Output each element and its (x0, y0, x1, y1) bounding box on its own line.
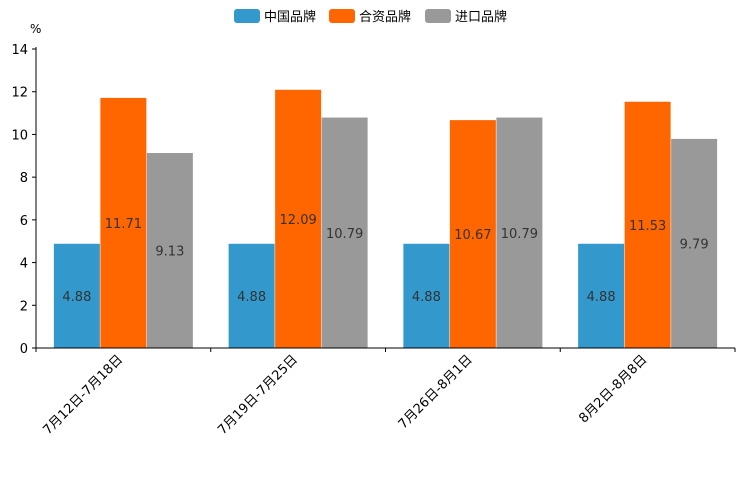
bar-2-0 (146, 153, 193, 348)
y-tick-label: 10 (11, 128, 28, 143)
y-axis-unit-label: % (30, 22, 41, 36)
data-label: 11.53 (629, 219, 666, 234)
legend-label-1: 合资品牌 (359, 9, 411, 25)
data-label: 10.67 (454, 228, 491, 243)
y-tick-label: 14 (11, 43, 28, 58)
y-tick-label: 0 (20, 342, 28, 357)
bar-2-2 (496, 117, 543, 348)
legend: 中国品牌 合资品牌 进口品牌 (234, 9, 507, 25)
bar-2-1 (321, 117, 368, 348)
x-tick-label: 8月2日-8月8日 (576, 352, 650, 426)
data-label: 9.13 (155, 245, 184, 260)
data-label: 4.88 (412, 290, 441, 305)
y-tick-label: 12 (11, 86, 28, 101)
y-tick-label: 6 (20, 214, 28, 229)
y-tick-label: 4 (20, 257, 28, 272)
data-label: 4.88 (237, 290, 266, 305)
data-label: 4.88 (587, 290, 616, 305)
bars (53, 89, 718, 349)
bar-0-3 (578, 243, 625, 348)
legend-label-0: 中国品牌 (264, 9, 316, 25)
legend-swatch-1 (329, 9, 355, 23)
bar-2-3 (671, 138, 718, 348)
bar-1-2 (449, 120, 496, 348)
bar-1-0 (100, 97, 147, 348)
y-tick-label: 8 (20, 171, 28, 186)
bar-0-1 (228, 243, 275, 348)
legend-swatch-2 (425, 9, 451, 23)
bar-0-0 (53, 243, 100, 348)
data-label: 9.79 (680, 237, 709, 252)
bar-0-2 (403, 243, 450, 348)
bar-1-1 (275, 89, 322, 348)
data-label: 12.09 (280, 213, 317, 228)
data-label: 4.88 (62, 290, 91, 305)
x-tick-label: 7月26日-8月1日 (396, 352, 476, 432)
y-tick-label: 2 (20, 299, 28, 314)
data-label: 10.79 (501, 227, 538, 242)
bar-1-3 (624, 101, 671, 349)
data-label: 11.71 (105, 217, 142, 232)
x-tick-label: 7月19日-7月25日 (215, 352, 301, 438)
data-labels: 4.88 11.71 9.13 4.88 12.09 10.79 4.88 10.67 10.7… (62, 213, 708, 305)
y-axis: 0 2 4 6 8 10 12 14 (11, 43, 37, 357)
legend-swatch-0 (234, 9, 260, 23)
x-tick-label: 7月12日-7月18日 (40, 352, 126, 438)
data-label: 10.79 (326, 227, 363, 242)
x-axis: 7月12日-7月18日 7月19日-7月25日 7月26日-8月1日 8月2日-8月8… (35, 347, 736, 438)
legend-label-2: 进口品牌 (455, 9, 507, 25)
